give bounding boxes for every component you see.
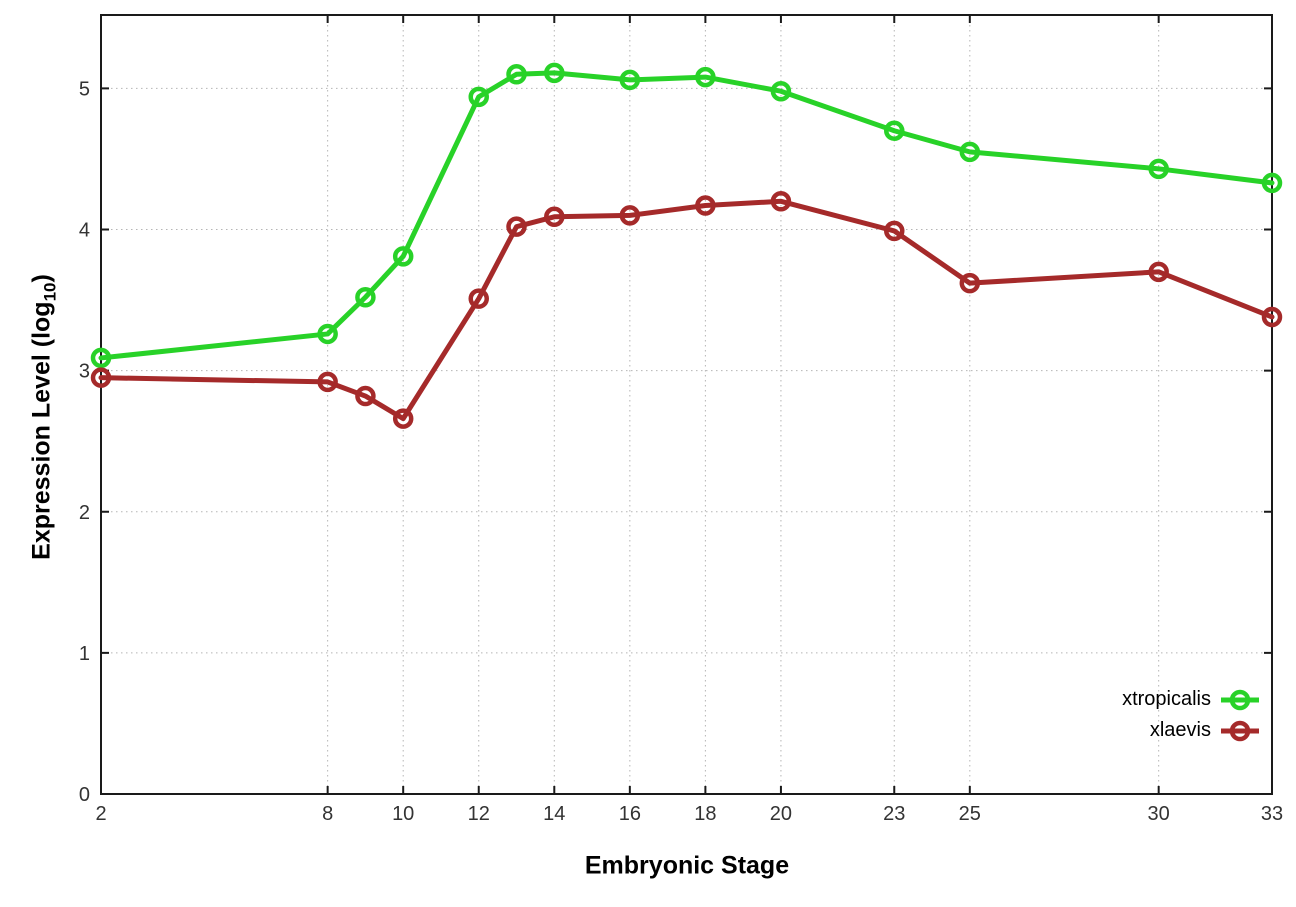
y-axis-label-text: Expression Level (log: [27, 301, 56, 560]
legend: xtropicalis xlaevis: [1122, 684, 1260, 746]
x-tick-label-16: 16: [619, 803, 641, 825]
y-tick-label-0: 0: [79, 784, 90, 806]
marker-xlaevis-stage-25: [959, 272, 981, 294]
y-tick-label-1: 1: [79, 643, 90, 665]
axes-frame: [100, 14, 1273, 795]
x-tick-label-2: 2: [95, 803, 106, 825]
legend-sample-xlaevis: [1221, 720, 1259, 741]
grid-layer: [101, 15, 1272, 794]
marker-xlaevis-stage-2: [90, 367, 112, 388]
marker-xtropicalis-stage-16: [619, 69, 641, 91]
legend-marker-xtropicalis-icon: [1221, 689, 1259, 710]
legend-sample-circle: [1229, 689, 1251, 710]
y-tick-labels: 0 1 2 3 4 5: [79, 78, 90, 806]
x-tick-labels: 2 8 10 12 14 16 18 20 23 25 30 33: [95, 803, 1283, 825]
y-tick-label-3: 3: [79, 361, 90, 383]
x-tick-label-14: 14: [543, 803, 565, 825]
marker-xtropicalis-stage-20: [770, 80, 792, 102]
marker-xlaevis-stage-14: [544, 206, 565, 228]
marker-xlaevis-stage-10: [392, 408, 414, 429]
y-axis-label: Expression Level (log10): [28, 274, 61, 560]
marker-xlaevis-stage-12: [468, 288, 489, 309]
marker-xtropicalis-stage-23: [884, 120, 905, 141]
marker-xlaevis-stage-16: [619, 205, 641, 226]
y-axis-label-suffix: ): [27, 274, 56, 283]
y-tick-label-5: 5: [79, 78, 90, 100]
legend-marker-xlaevis-icon: [1221, 720, 1259, 741]
series-xtropicalis-line: [98, 70, 1275, 361]
series-xtropicalis: [90, 62, 1283, 369]
legend-label-xlaevis: xlaevis: [1149, 719, 1211, 741]
x-tick-label-12: 12: [468, 803, 490, 825]
series-xlaevis-line: [98, 198, 1275, 422]
marker-xtropicalis-stage-14: [544, 62, 565, 84]
plot-border: [100, 14, 1273, 795]
marker-xtropicalis-stage-12: [468, 86, 489, 108]
marker-xlaevis-stage-9: [355, 385, 376, 407]
marker-xlaevis-stage-23: [884, 220, 905, 242]
marker-xlaevis-stage-18: [695, 195, 716, 216]
marker-xlaevis-stage-13: [506, 216, 527, 237]
legend-sample-xtropicalis: [1221, 689, 1259, 710]
marker-xtropicalis-stage-9: [355, 286, 376, 308]
marker-xlaevis-stage-30: [1148, 261, 1169, 283]
marker-xtropicalis-stage-33: [1261, 172, 1283, 194]
x-tick-label-23: 23: [883, 803, 905, 825]
x-tick-label-20: 20: [770, 803, 792, 825]
legend-entry-xtropicalis: xtropicalis: [1122, 684, 1260, 715]
x-tick-label-33: 33: [1261, 803, 1283, 825]
x-tick-label-18: 18: [694, 803, 716, 825]
x-tick-label-10: 10: [392, 803, 414, 825]
marker-xtropicalis-stage-13: [506, 64, 527, 85]
marker-xtropicalis-stage-2: [90, 347, 112, 369]
series-xlaevis: [90, 191, 1283, 429]
marker-xtropicalis-stage-10: [392, 246, 414, 267]
x-tick-label-30: 30: [1148, 803, 1170, 825]
legend-sample-circle: [1229, 720, 1251, 741]
marker-xtropicalis-stage-18: [695, 66, 716, 88]
legend-label-xtropicalis: xtropicalis: [1122, 688, 1211, 710]
y-axis-label-subscript: 10: [40, 282, 60, 302]
y-tick-label-2: 2: [79, 502, 90, 524]
x-tick-label-8: 8: [322, 803, 333, 825]
x-tick-label-25: 25: [959, 803, 981, 825]
x-axis-label: Embryonic Stage: [584, 851, 790, 880]
marker-xlaevis-stage-33: [1261, 306, 1283, 328]
marker-xtropicalis-stage-8: [317, 323, 338, 345]
marker-xtropicalis-stage-25: [959, 141, 981, 163]
y-tick-label-4: 4: [79, 220, 90, 242]
marker-xlaevis-stage-20: [770, 191, 792, 212]
legend-entry-xlaevis: xlaevis: [1122, 715, 1260, 746]
marker-xtropicalis-stage-30: [1148, 158, 1169, 180]
marker-xlaevis-stage-8: [317, 371, 338, 393]
